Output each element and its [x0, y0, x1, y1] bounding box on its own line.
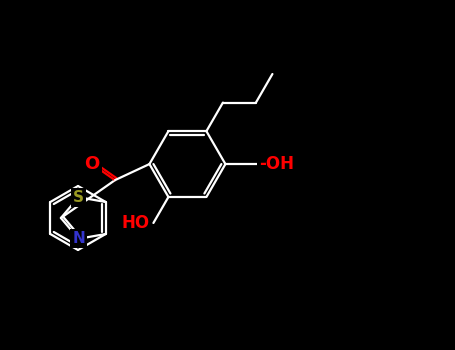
Text: S: S: [73, 190, 84, 205]
Text: -OH: -OH: [259, 155, 294, 173]
Text: N: N: [72, 231, 85, 246]
Text: O: O: [85, 155, 100, 173]
Text: HO: HO: [121, 214, 149, 232]
